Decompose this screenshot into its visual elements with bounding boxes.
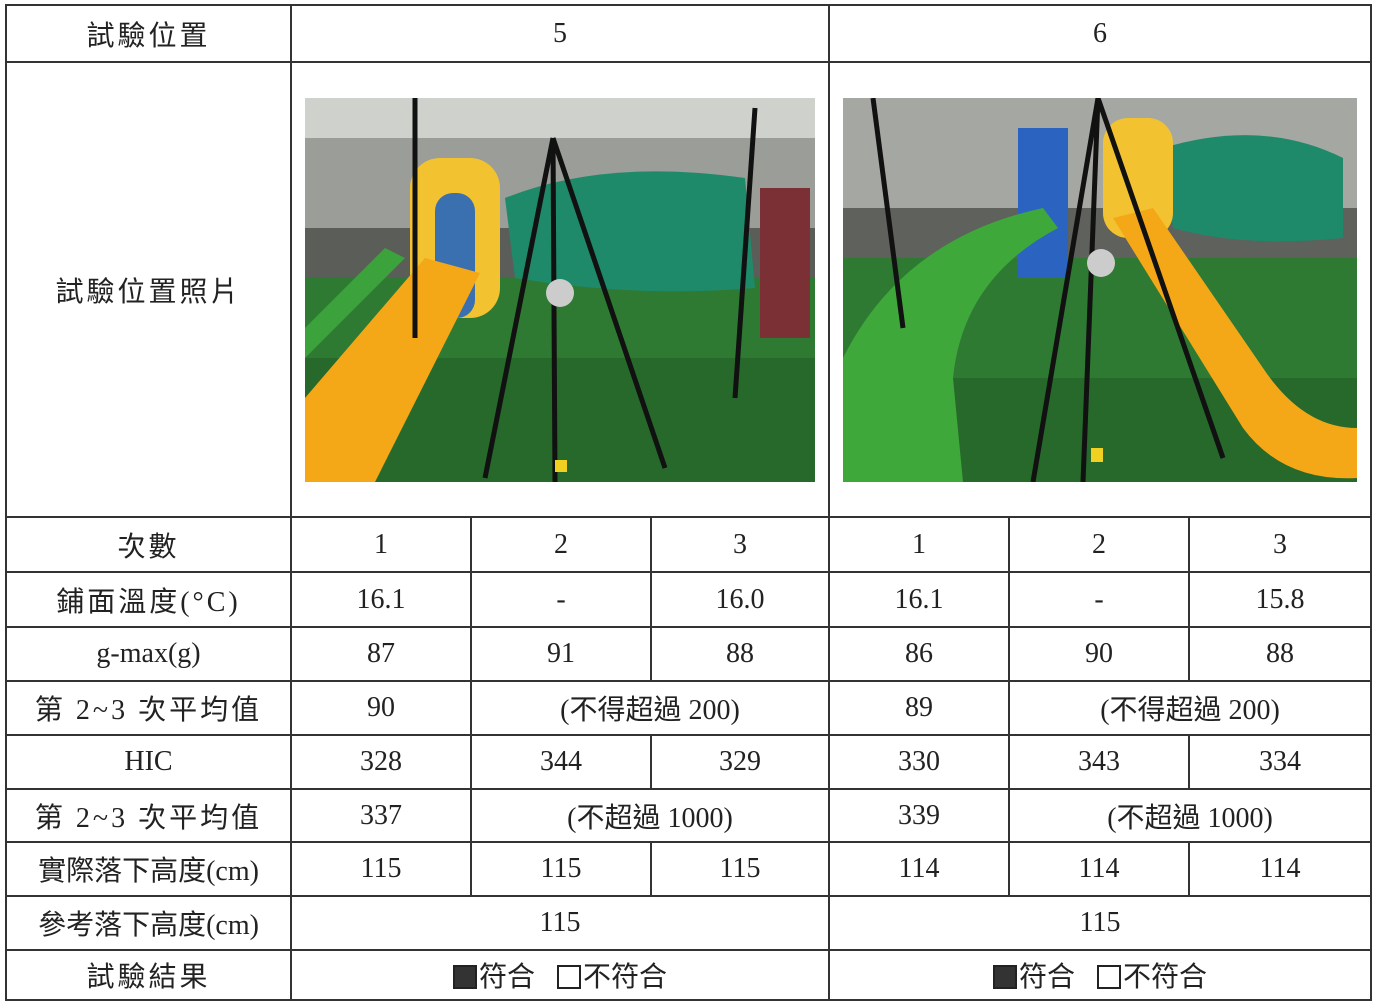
actual-height-row: 實際落下高度(cm) 115 115 115 114 114 114	[5, 841, 1373, 897]
result-cell: 符合 不符合	[289, 949, 831, 1001]
cell: 1	[828, 516, 1011, 573]
row-label: 參考落下高度(cm)	[5, 895, 292, 951]
fail-label: 不符合	[1123, 962, 1208, 993]
cell: 16.1	[828, 571, 1011, 628]
photo	[305, 97, 815, 482]
header-row: 試驗位置 5 6	[5, 4, 1373, 63]
position: 5	[289, 4, 831, 63]
cell: -	[470, 571, 652, 628]
photo	[843, 97, 1358, 482]
photo-label: 試驗位置照片	[5, 61, 292, 518]
cell: 334	[1188, 734, 1373, 790]
row-label: 實際落下高度(cm)	[5, 841, 292, 897]
cell: 16.1	[290, 571, 472, 628]
cell: 337	[290, 788, 472, 843]
cell: 2	[1008, 516, 1191, 573]
gmax-row: g-max(g) 87 91 88 86 90 88	[5, 626, 1373, 682]
hic-row: HIC 328 344 329 330 343 334	[5, 734, 1373, 790]
checkbox-empty	[557, 965, 581, 989]
cell: 90	[290, 680, 472, 736]
cell: 329	[649, 734, 831, 790]
limit: (不得超過 200)	[469, 680, 831, 736]
reference-height-row: 參考落下高度(cm) 115 115	[5, 895, 1373, 951]
cell: 88	[1188, 626, 1373, 682]
row-label: g-max(g)	[5, 626, 292, 682]
cell: 328	[290, 734, 472, 790]
cell: 91	[470, 626, 652, 682]
test-table: 試驗位置 5 6 試驗位置照片	[5, 4, 1373, 1001]
fail-label: 不符合	[583, 962, 668, 993]
cell: 15.8	[1188, 571, 1373, 628]
photo-row: 試驗位置照片	[5, 61, 1373, 518]
cell: 114	[1188, 841, 1373, 897]
cell: 87	[290, 626, 472, 682]
row-label: 第 2~3 次平均值	[5, 680, 292, 736]
gmax-avg-row: 第 2~3 次平均值 90 (不得超過 200) 89 (不得超過 200)	[5, 680, 1373, 736]
cell: 115	[289, 895, 831, 951]
cell: 344	[470, 734, 652, 790]
header-label: 試驗位置	[5, 4, 292, 63]
row-label: 試驗結果	[5, 949, 292, 1001]
result-cell: 符合 不符合	[828, 949, 1373, 1001]
pass-label: 符合	[478, 962, 535, 993]
photo-cell	[289, 61, 831, 518]
hic-avg-row: 第 2~3 次平均值 337 (不超過 1000) 339 (不超過 1000)	[5, 788, 1373, 843]
result-row: 試驗結果 符合 不符合 符合 不符合	[5, 949, 1373, 1001]
checkbox-checked	[452, 965, 477, 989]
limit: (不超過 1000)	[1008, 788, 1373, 843]
checkbox-empty	[1097, 965, 1122, 989]
cell: 2	[470, 516, 652, 573]
cell: 88	[649, 626, 831, 682]
row-label: 次數	[5, 516, 292, 573]
row-label: HIC	[5, 734, 292, 790]
cell: 115	[649, 841, 831, 897]
cell: 16.0	[649, 571, 831, 628]
row-label: 第 2~3 次平均值	[5, 788, 292, 843]
cell: 339	[828, 788, 1011, 843]
photo-cell	[828, 61, 1373, 518]
cell: 330	[828, 734, 1011, 790]
cell: -	[1008, 571, 1191, 628]
cell: 3	[649, 516, 831, 573]
cell: 114	[1008, 841, 1191, 897]
cell: 89	[828, 680, 1011, 736]
cell: 114	[828, 841, 1011, 897]
cell: 1	[290, 516, 472, 573]
row-label: 鋪面溫度(°C)	[5, 571, 292, 628]
checkbox-checked	[993, 965, 1017, 989]
cell: 115	[828, 895, 1373, 951]
cell: 115	[290, 841, 472, 897]
limit: (不超過 1000)	[469, 788, 831, 843]
cell: 343	[1008, 734, 1191, 790]
cell: 86	[828, 626, 1011, 682]
limit: (不得超過 200)	[1008, 680, 1373, 736]
temperature-row: 鋪面溫度(°C) 16.1-16.0 16.1-15.8	[5, 571, 1373, 628]
position: 6	[828, 4, 1373, 63]
cell: 3	[1188, 516, 1373, 573]
pass-label: 符合	[1019, 962, 1076, 993]
cell: 115	[470, 841, 652, 897]
cell: 90	[1008, 626, 1191, 682]
